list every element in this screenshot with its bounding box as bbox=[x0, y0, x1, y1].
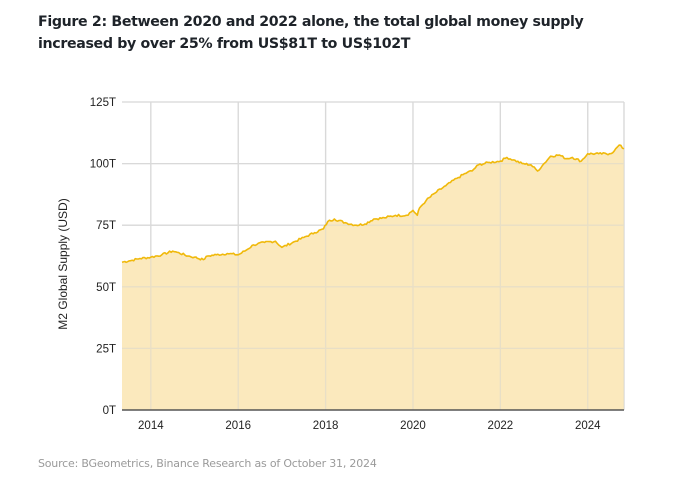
y-tick-label: 25T bbox=[96, 343, 116, 355]
y-axis-label: M2 Global Supply (USD) bbox=[56, 198, 70, 329]
series-line bbox=[121, 144, 625, 264]
x-tick-label: 2022 bbox=[488, 420, 514, 432]
x-tick-label: 2020 bbox=[400, 420, 426, 432]
x-ticks: 2014 2016 2018 2020 2022 2024 bbox=[138, 420, 601, 432]
y-tick-label: 50T bbox=[96, 282, 116, 294]
y-ticks: 0T 25T 50T 75T 100T 125T bbox=[90, 97, 116, 417]
x-tick-label: 2016 bbox=[225, 420, 251, 432]
x-tick-label: 2014 bbox=[138, 420, 164, 432]
y-tick-label: 75T bbox=[96, 220, 116, 232]
grid-overlay bbox=[122, 101, 625, 410]
source-note: Source: BGeometrics, Binance Research as… bbox=[38, 457, 377, 470]
y-tick-label: 125T bbox=[90, 97, 116, 109]
x-tick-label: 2024 bbox=[575, 420, 601, 432]
x-tick-label: 2018 bbox=[313, 420, 339, 432]
y-tick-label: 100T bbox=[90, 159, 116, 171]
area-fill bbox=[122, 145, 624, 410]
figure-title: Figure 2: Between 2020 and 2022 alone, t… bbox=[38, 14, 584, 52]
y-tick-label: 0T bbox=[103, 405, 116, 417]
